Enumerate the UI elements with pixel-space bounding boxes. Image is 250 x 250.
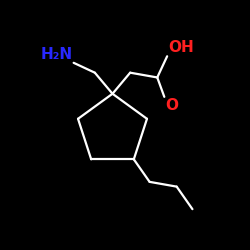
Text: O: O [166, 98, 178, 113]
Text: OH: OH [168, 40, 194, 55]
Text: H₂N: H₂N [40, 46, 72, 62]
